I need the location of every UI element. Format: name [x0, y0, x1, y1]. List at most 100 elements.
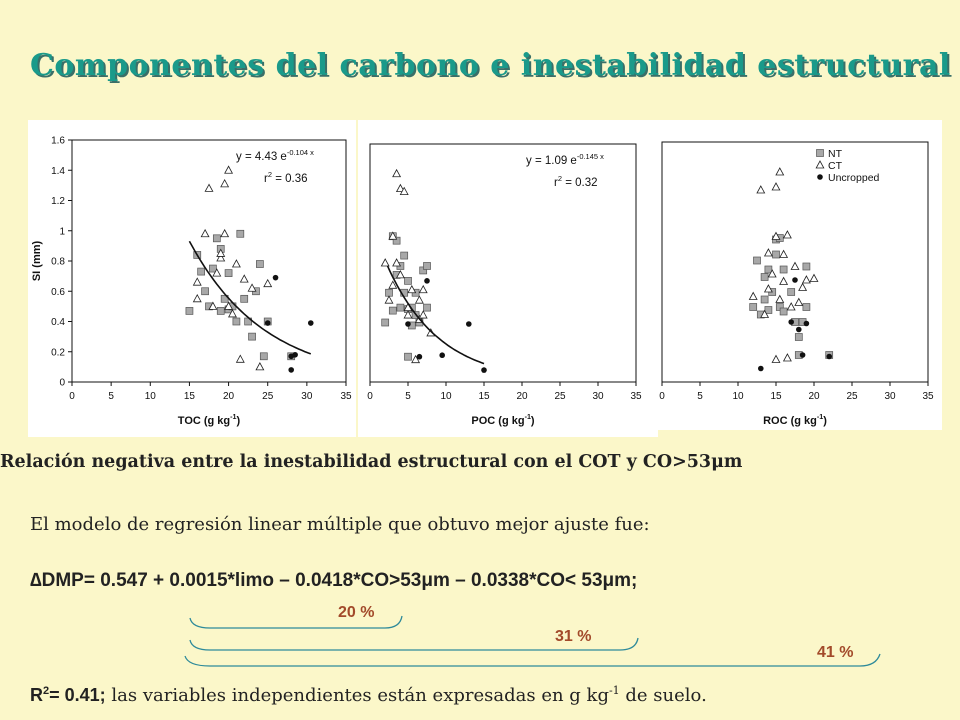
percent-label-3: 41 %	[817, 644, 854, 661]
r2-label: R2= 0.41;	[30, 685, 106, 705]
roc-point-circle	[826, 353, 832, 360]
poc-point-triangle	[392, 168, 402, 178]
toc-point-triangle	[247, 283, 257, 292]
poc-x-axis-label: POC (g kg-1)	[471, 413, 535, 427]
poc-point-circle	[424, 278, 430, 284]
percent-label-2: 31 %	[555, 628, 592, 645]
roc-point-triangle	[801, 275, 811, 284]
toc-point-circle	[288, 367, 295, 373]
toc-point-square	[224, 269, 233, 277]
poc-fit-curve	[386, 265, 485, 365]
roc-x-tick-label: 10	[732, 391, 744, 402]
toc-y-tick-label: 1.4	[51, 166, 65, 177]
poc-point-square	[423, 303, 431, 312]
poc-point-triangle	[414, 295, 424, 304]
roc-x-tick-label: 25	[846, 391, 858, 402]
roc-point-square	[787, 288, 796, 296]
toc-point-square	[232, 317, 241, 326]
roc-x-tick-label: 35	[922, 391, 934, 402]
roc-legend-label: NT	[828, 148, 843, 160]
toc-fit-curve	[188, 240, 312, 355]
toc-x-tick-label: 25	[262, 391, 274, 402]
toc-point-circle	[272, 274, 279, 281]
toc-point-triangle	[220, 228, 230, 238]
toc-point-square	[216, 307, 225, 315]
roc-point-triangle	[763, 248, 773, 257]
roc-point-triangle	[779, 249, 789, 258]
poc-point-triangle	[395, 183, 405, 193]
toc-fit-r2: r2 = 0.36	[264, 170, 308, 185]
poc-point-triangle	[418, 284, 428, 294]
poc-x-tick-label: 10	[440, 391, 452, 402]
poc-point-triangle	[403, 310, 413, 319]
roc-point-triangle	[771, 231, 781, 240]
roc-point-triangle	[794, 297, 804, 306]
roc-legend-label: Uncropped	[828, 172, 880, 184]
roc-point-triangle	[782, 353, 792, 362]
toc-point-triangle	[231, 259, 241, 268]
toc-y-tick-label: 0.6	[51, 287, 65, 298]
roc-point-triangle	[771, 354, 781, 363]
poc-x-tick-label: 0	[367, 391, 373, 402]
poc-fit-r2: r2 = 0.32	[554, 174, 598, 189]
intro-text: El modelo de regresión linear múltiple q…	[30, 514, 650, 535]
roc-plot-frame	[661, 141, 929, 383]
footer-text: R2= 0.41; las variables independientes e…	[30, 684, 707, 706]
chart-toc-svg: 0 5 10 15 20 25 30 35 0 0.2 0.4 0.6 0.8 1 1.2 1.4 1.6 SI …	[31, 136, 352, 428]
chart-poc-svg: 0 5 10 15 20 25 30 35 POC (g kg-1) y = 1.09 e-0.1…	[367, 143, 642, 427]
toc-point-square	[259, 352, 268, 361]
toc-point-triangle	[239, 274, 249, 283]
roc-x-tick-label: 30	[884, 391, 896, 402]
roc-x-axis-label: ROC (g kg-1)	[763, 413, 827, 427]
roc-point-square	[772, 250, 780, 259]
toc-point-triangle	[204, 183, 214, 192]
poc-point-square	[423, 262, 431, 270]
toc-point-triangle	[224, 165, 234, 174]
poc-point-triangle	[380, 258, 390, 267]
toc-x-tick-label: 5	[108, 391, 114, 402]
roc-legend-marker-triangle	[815, 160, 825, 169]
roc-point-triangle	[771, 182, 781, 191]
poc-x-tick-label: 15	[478, 391, 490, 402]
poc-point-triangle	[388, 280, 398, 289]
toc-point-square	[197, 267, 206, 276]
toc-x-tick-label: 0	[69, 391, 75, 402]
chart-roc: 0 5 10 15 20 25 30 35 ROC (g kg-1) NT CT Uncropped	[658, 120, 942, 430]
toc-point-triangle	[192, 293, 202, 303]
roc-point-triangle	[779, 276, 789, 285]
roc-point-square	[753, 256, 761, 265]
footer-end: de suelo.	[619, 685, 707, 706]
toc-x-tick-label: 30	[301, 391, 313, 402]
poc-x-tick-label: 5	[405, 391, 411, 402]
poc-point-square	[404, 352, 412, 361]
poc-point-triangle	[384, 295, 394, 304]
toc-point-triangle	[208, 301, 218, 310]
roc-point-triangle	[748, 291, 758, 300]
poc-point-triangle	[411, 354, 421, 364]
toc-point-triangle	[216, 253, 226, 262]
roc-point-square	[779, 307, 788, 316]
poc-x-tick-label: 20	[516, 391, 528, 402]
poc-point-square	[396, 303, 405, 312]
poc-point-square	[392, 236, 401, 245]
roc-point-triangle	[782, 230, 792, 239]
toc-point-circle	[264, 320, 271, 326]
roc-point-square	[760, 295, 769, 304]
roc-point-square	[764, 265, 773, 274]
toc-point-triangle	[192, 277, 202, 286]
percent-label-1: 20 %	[338, 604, 375, 621]
poc-point-triangle	[418, 310, 428, 319]
subtitle: Relación negativa entre la inestabilidad…	[0, 452, 743, 472]
poc-point-circle	[466, 321, 472, 327]
poc-point-triangle	[399, 186, 409, 195]
roc-legend-marker-square	[816, 149, 824, 157]
toc-y-tick-label: 1.6	[51, 136, 65, 147]
roc-point-triangle	[775, 167, 785, 176]
poc-point-square	[388, 306, 397, 315]
poc-fit-equation: y = 1.09 e-0.145 x	[526, 152, 604, 167]
toc-fit-equation: y = 4.43 e-0.104 x	[236, 148, 314, 163]
roc-point-square	[764, 306, 773, 314]
roc-point-circle	[758, 365, 764, 372]
toc-point-triangle	[228, 309, 237, 318]
